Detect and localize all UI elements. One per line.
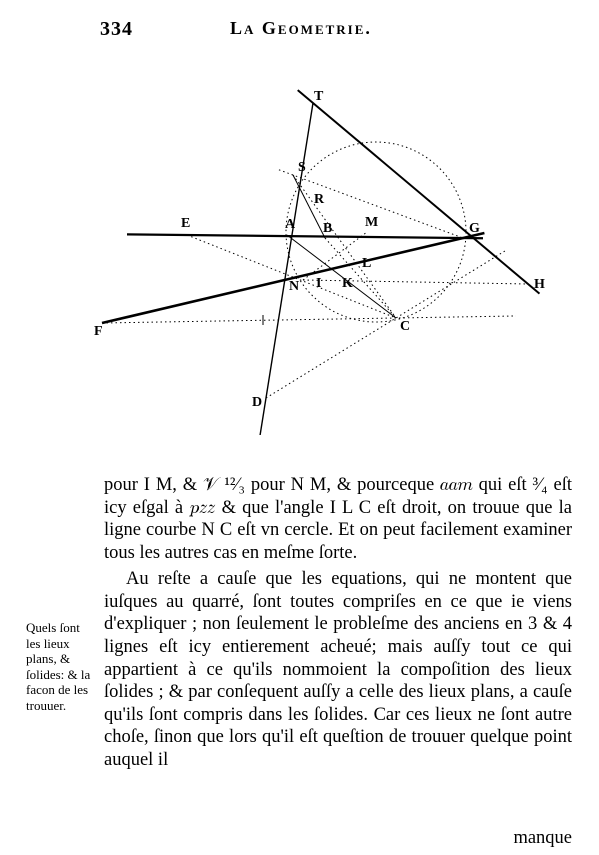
paragraph-1: pour I M, & 𝒱 ¹²⁄₃ pour N M, & pourceque… — [104, 474, 572, 564]
svg-text:H: H — [534, 277, 545, 292]
svg-text:R: R — [314, 192, 325, 207]
svg-text:L: L — [362, 256, 371, 271]
svg-text:F: F — [94, 324, 103, 339]
paragraph-2: Au reſte a cauſe que les equations, qui … — [104, 568, 572, 771]
svg-text:S: S — [298, 160, 306, 175]
catchword: manque — [513, 828, 572, 849]
body-text: pour I M, & 𝒱 ¹²⁄₃ pour N M, & pourceque… — [104, 474, 572, 775]
svg-text:A: A — [285, 217, 296, 232]
svg-text:E: E — [181, 216, 190, 231]
svg-text:N: N — [289, 279, 299, 294]
geometric-figure: T S R E A B M G I KL N H F C D — [65, 55, 565, 435]
svg-text:T: T — [314, 89, 324, 104]
svg-text:K: K — [342, 276, 353, 291]
svg-text:I: I — [316, 276, 321, 291]
svg-text:G: G — [469, 221, 480, 236]
svg-text:C: C — [400, 319, 410, 334]
margin-note: Quels ſont les lieux plans, & ſolides: &… — [26, 620, 96, 714]
page: 334 La Geometrie. T S R E A B M G I KL N H F C D pour … — [0, 0, 599, 855]
svg-text:M: M — [365, 215, 378, 230]
svg-text:D: D — [252, 395, 262, 410]
svg-text:B: B — [323, 221, 332, 236]
page-number: 334 — [100, 18, 133, 41]
running-title: La Geometrie. — [230, 18, 372, 39]
